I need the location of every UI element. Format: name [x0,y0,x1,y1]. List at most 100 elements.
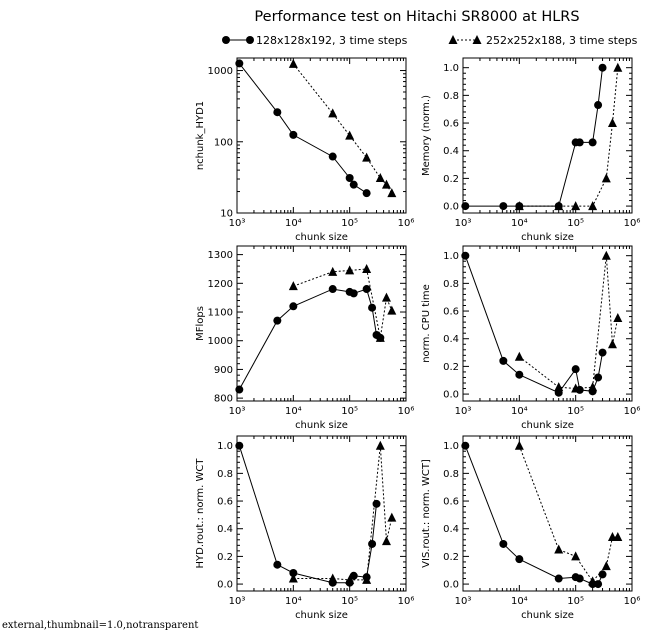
data-point [289,130,298,139]
chart-panel-vis: 10³ 10⁴ 10⁵ 10⁶ 0.0 0.2 0.4 0.6 0.8 1.0 chunk size… [421,435,640,621]
chart-panel-hyd: 10³ 10⁴ 10⁵ 10⁶ 0.0 0.2 0.4 0.6 0.8 1.0 chunk size… [195,435,415,621]
series-line [293,268,393,338]
data-point [362,189,371,198]
x-tick-label: 10⁴ [285,596,302,607]
data-point [349,180,358,189]
data-point [375,332,385,342]
y-tick-label: 0.8 [217,469,233,480]
plot-frame [236,245,407,402]
series-line [518,445,618,583]
y-tick-label: 0.2 [217,552,233,563]
data-point [235,441,244,450]
data-point [328,285,337,294]
data-point [598,570,607,579]
y-tick-label: 0.6 [443,307,459,318]
y-axis-label: HYD.rout.: norm. WCT [195,458,206,569]
data-point [387,188,397,198]
footer-text: external,thumbnail=1.0,notransparent [2,620,199,631]
data-point [375,173,385,183]
data-point [273,316,282,325]
series-circles [461,441,607,589]
data-point [598,63,607,72]
data-point [288,58,298,68]
y-axis-label: VIS.rout.: norm. WCT] [421,459,432,568]
data-point [588,201,598,211]
data-point [575,138,584,147]
x-tick-label: 10³ [455,218,472,229]
data-point [375,440,385,450]
x-tick-label: 10⁵ [341,406,358,417]
series-triangles [514,62,623,211]
data-point [328,573,338,583]
y-tick-label: 800 [214,394,233,405]
legend-marker-start [448,35,458,44]
x-axis-label: chunk size [295,420,348,431]
series-line [464,255,603,394]
x-tick-label: 10⁴ [285,406,302,417]
data-point [362,263,372,273]
data-point [461,202,470,211]
y-tick-label: 0.4 [443,524,459,535]
data-point [588,576,598,586]
data-point [499,202,508,211]
x-axis-label: chunk size [521,232,574,243]
data-point [328,108,338,118]
chart-panel-mflops: 10³ 10⁴ 10⁵ 10⁶ 800 900 1000 1100 1200 1300 chunk … [195,245,414,431]
data-point [514,201,524,211]
data-point [607,339,617,349]
y-tick-label: 0.4 [443,146,459,157]
y-tick-label: 1000 [208,336,233,347]
x-tick-label: 10⁵ [567,218,584,229]
legend-marker-end [246,36,254,44]
series-line [238,63,367,194]
x-tick-label: 10⁴ [511,406,528,417]
data-point [273,560,282,569]
y-tick-label: 0.0 [443,202,459,213]
figure-title: Performance test on Hitachi SR8000 at HL… [254,9,579,25]
legend-label: 252x252x188, 3 time steps [486,34,638,47]
series-line [238,445,377,584]
y-tick-label: 0.6 [443,497,459,508]
series-circles [235,441,381,587]
chart-panels: 10³ 10⁴ 10⁵ 10⁶ 10 100 1000 chunk size nchunk_HY… [195,57,641,621]
x-tick-label: 10⁶ [398,218,415,229]
data-point [368,303,377,312]
y-tick-label: 1100 [208,308,233,319]
data-point [289,569,298,578]
y-tick-label: 0.0 [443,580,459,591]
plot-frame [462,57,633,214]
x-tick-label: 10⁵ [341,218,358,229]
plot-frame [462,435,633,592]
x-tick-label: 10⁶ [624,406,641,417]
y-axis-label: MFlops [195,306,206,341]
x-tick-label: 10³ [455,596,472,607]
series-line [292,63,393,194]
legend-marker-end [472,35,482,44]
y-tick-label: 1000 [208,66,233,77]
x-tick-label: 10⁶ [398,596,415,607]
plot-frame [462,245,633,402]
data-point [461,441,470,450]
y-tick-label: 0.8 [443,91,459,102]
chart-panel-cpu: 10³ 10⁴ 10⁵ 10⁶ 0.0 0.2 0.4 0.6 0.8 1.0 chunk size… [421,245,641,431]
data-point [499,539,508,548]
x-tick-label: 10³ [229,218,246,229]
data-point [362,574,372,584]
data-point [288,573,298,583]
data-point [328,152,337,161]
x-tick-label: 10⁵ [567,406,584,417]
data-point [571,551,581,561]
y-tick-label: 10 [220,209,233,220]
data-point [594,373,603,382]
data-point [499,356,508,365]
x-tick-label: 10³ [229,596,246,607]
y-tick-label: 100 [214,137,233,148]
series-circles [235,59,371,198]
y-tick-label: 0.8 [443,279,459,290]
series-line [465,67,603,207]
y-tick-label: 0.0 [217,580,233,591]
series-triangles [514,250,623,393]
data-point [328,266,338,276]
y-tick-label: 0.4 [217,524,233,535]
